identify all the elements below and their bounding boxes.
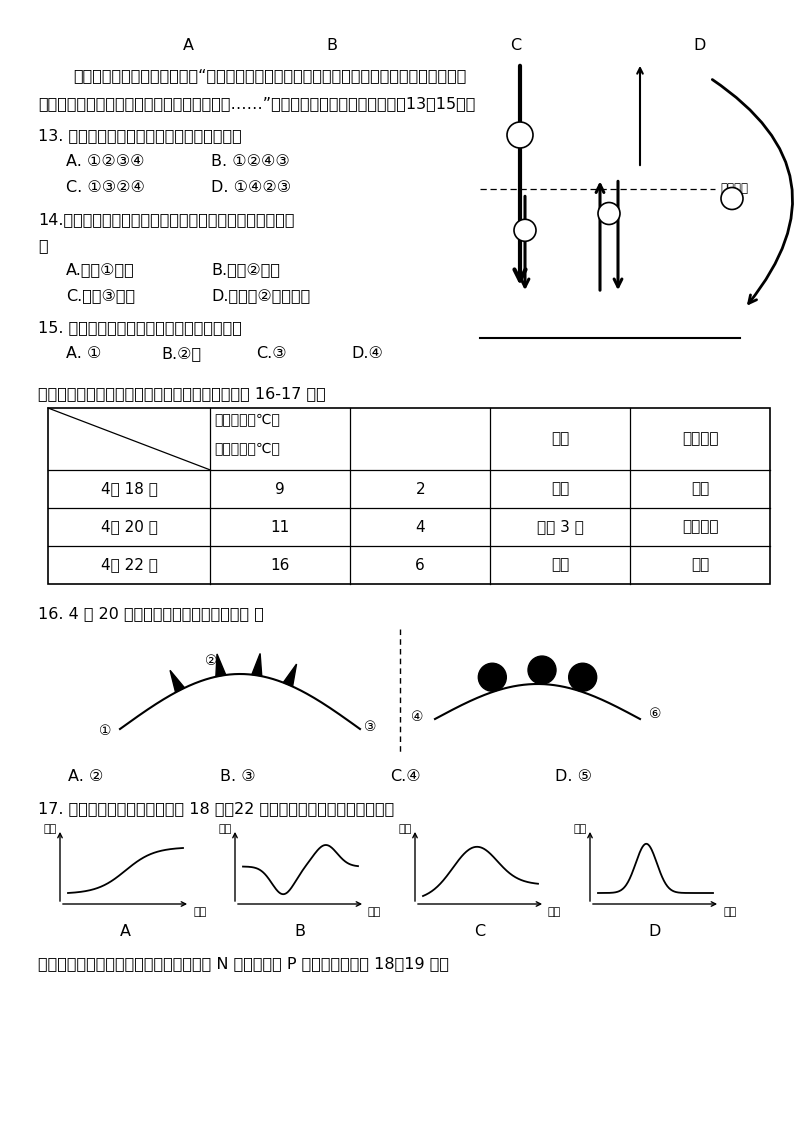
Text: C: C: [510, 38, 522, 53]
Text: 天气状况: 天气状况: [682, 431, 718, 446]
Text: 时间: 时间: [548, 907, 562, 917]
Text: 电视剧《闯关东》中的场景：“主人公朱开山为了避免所种的庄稼遗受霜冻危害，在深秋的夜: 电视剧《闯关东》中的场景：“主人公朱开山为了避免所种的庄稼遗受霜冻危害，在深秋的…: [73, 68, 466, 83]
Text: 13. 近地面大气热量传递过程顺序是（　　）: 13. 近地面大气热量传递过程顺序是（ ）: [38, 128, 242, 143]
Text: B. ③: B. ③: [220, 769, 256, 784]
Text: 时间: 时间: [368, 907, 382, 917]
Text: 4月 20 日: 4月 20 日: [101, 520, 158, 534]
Text: 时间: 时间: [193, 907, 206, 917]
Text: C: C: [474, 924, 486, 940]
Text: ⑥: ⑥: [649, 708, 662, 721]
Text: ②: ②: [205, 654, 218, 668]
Text: 下表为我国东部某地天气状况统计表。读表，完成 16-17 题。: 下表为我国东部某地天气状况统计表。读表，完成 16-17 题。: [38, 386, 326, 401]
Text: 小到中雨: 小到中雨: [682, 520, 718, 534]
Text: C.③: C.③: [256, 346, 286, 361]
Text: D: D: [649, 924, 661, 940]
Text: 晴朗: 晴朗: [691, 481, 709, 497]
Text: 6: 6: [415, 557, 425, 573]
Text: 晴朗: 晴朗: [691, 557, 709, 573]
Text: A. ①: A. ①: [66, 346, 102, 361]
Text: D.④: D.④: [351, 346, 383, 361]
Text: 气温: 气温: [218, 824, 232, 834]
Circle shape: [507, 122, 533, 148]
Text: A. ①②③④: A. ①②③④: [66, 154, 145, 169]
Text: 11: 11: [270, 520, 290, 534]
Text: 4: 4: [415, 520, 425, 534]
Text: 气温: 气温: [574, 824, 587, 834]
Text: C.增强③辐射: C.增强③辐射: [66, 288, 135, 303]
Text: 最低气温（℃）: 最低气温（℃）: [214, 441, 280, 455]
Text: 最高气温（℃）: 最高气温（℃）: [214, 412, 280, 426]
Text: D.改变的②辐射方向: D.改变的②辐射方向: [211, 288, 310, 303]
Text: 风力: 风力: [551, 431, 570, 446]
Text: A: A: [119, 924, 130, 940]
Text: D: D: [694, 38, 706, 53]
Text: 9: 9: [275, 481, 286, 497]
Text: ③: ③: [603, 207, 614, 220]
Circle shape: [598, 203, 620, 224]
Text: D. ①④②③: D. ①④②③: [211, 180, 291, 195]
Bar: [48, 408, 770, 584]
Text: 16. 4 月 20 日，该地应位于下图中的（　 ）: 16. 4 月 20 日，该地应位于下图中的（ ）: [38, 606, 264, 621]
Circle shape: [528, 657, 556, 684]
Text: 4月 22 日: 4月 22 日: [101, 557, 158, 573]
Text: 16: 16: [270, 557, 290, 573]
Polygon shape: [170, 670, 185, 692]
Text: B.②．: B.②．: [161, 346, 201, 361]
Text: ⑤: ⑤: [535, 662, 548, 676]
Text: ①: ①: [98, 724, 111, 738]
Text: 微风: 微风: [551, 557, 570, 573]
Text: 时间: 时间: [723, 907, 736, 917]
Text: ①: ①: [514, 129, 526, 142]
Text: 下图示意某区域某月近地面等压线，图中 N 地气压高于 P 地。读图，完成 18～19 题。: 下图示意某区域某月近地面等压线，图中 N 地气压高于 P 地。读图，完成 18～…: [38, 957, 449, 971]
Circle shape: [478, 663, 506, 692]
Text: 气温: 气温: [44, 824, 57, 834]
Text: 14.　　　朱开山一家燃烧柴草防御霜冻的做法，有利于（: 14. 朱开山一家燃烧柴草防御霜冻的做法，有利于（: [38, 212, 294, 228]
Circle shape: [569, 663, 597, 692]
Text: B. ①②④③: B. ①②④③: [211, 154, 290, 169]
Polygon shape: [216, 654, 226, 677]
Text: 2: 2: [415, 481, 425, 497]
Text: C. ①③②④: C. ①③②④: [66, 180, 145, 195]
Circle shape: [721, 188, 743, 209]
Text: ②: ②: [519, 224, 530, 237]
Polygon shape: [283, 664, 297, 686]
Text: 4月 18 日: 4月 18 日: [101, 481, 158, 497]
Text: ④: ④: [410, 710, 423, 724]
Text: B: B: [326, 38, 338, 53]
Text: D. ⑤: D. ⑤: [555, 769, 592, 784]
Text: B.减弱②辐射: B.减弱②辐射: [211, 261, 280, 277]
Polygon shape: [252, 653, 262, 676]
Text: 微风: 微风: [551, 481, 570, 497]
Text: C.④: C.④: [390, 769, 421, 784]
Text: ）: ）: [38, 238, 48, 252]
Text: 大气上界: 大气上界: [720, 182, 748, 196]
Circle shape: [514, 220, 536, 241]
Text: A. ②: A. ②: [68, 769, 103, 784]
Text: B: B: [294, 924, 306, 940]
Text: A: A: [182, 38, 194, 53]
Text: A.增强①辐射: A.增强①辐射: [66, 261, 134, 277]
Text: 17. 下列四幅图中，能正确反映 18 日～22 日气温变化状况的是（　　　）: 17. 下列四幅图中，能正确反映 18 日～22 日气温变化状况的是（ ）: [38, 801, 394, 816]
Text: ④: ④: [726, 192, 738, 205]
Text: 15. 近地面大气主要、直接的热源是（　　）: 15. 近地面大气主要、直接的热源是（ ）: [38, 320, 242, 335]
Text: 南风 3 级: 南风 3 级: [537, 520, 583, 534]
Text: ③: ③: [364, 720, 376, 734]
Text: 晚带领全家人及长工们到田间地头点燃了柴草……”结合大气受热过程示意图，回等13～15题。: 晚带领全家人及长工们到田间地头点燃了柴草……”结合大气受热过程示意图，回等13～…: [38, 96, 475, 111]
Text: 气温: 气温: [398, 824, 412, 834]
